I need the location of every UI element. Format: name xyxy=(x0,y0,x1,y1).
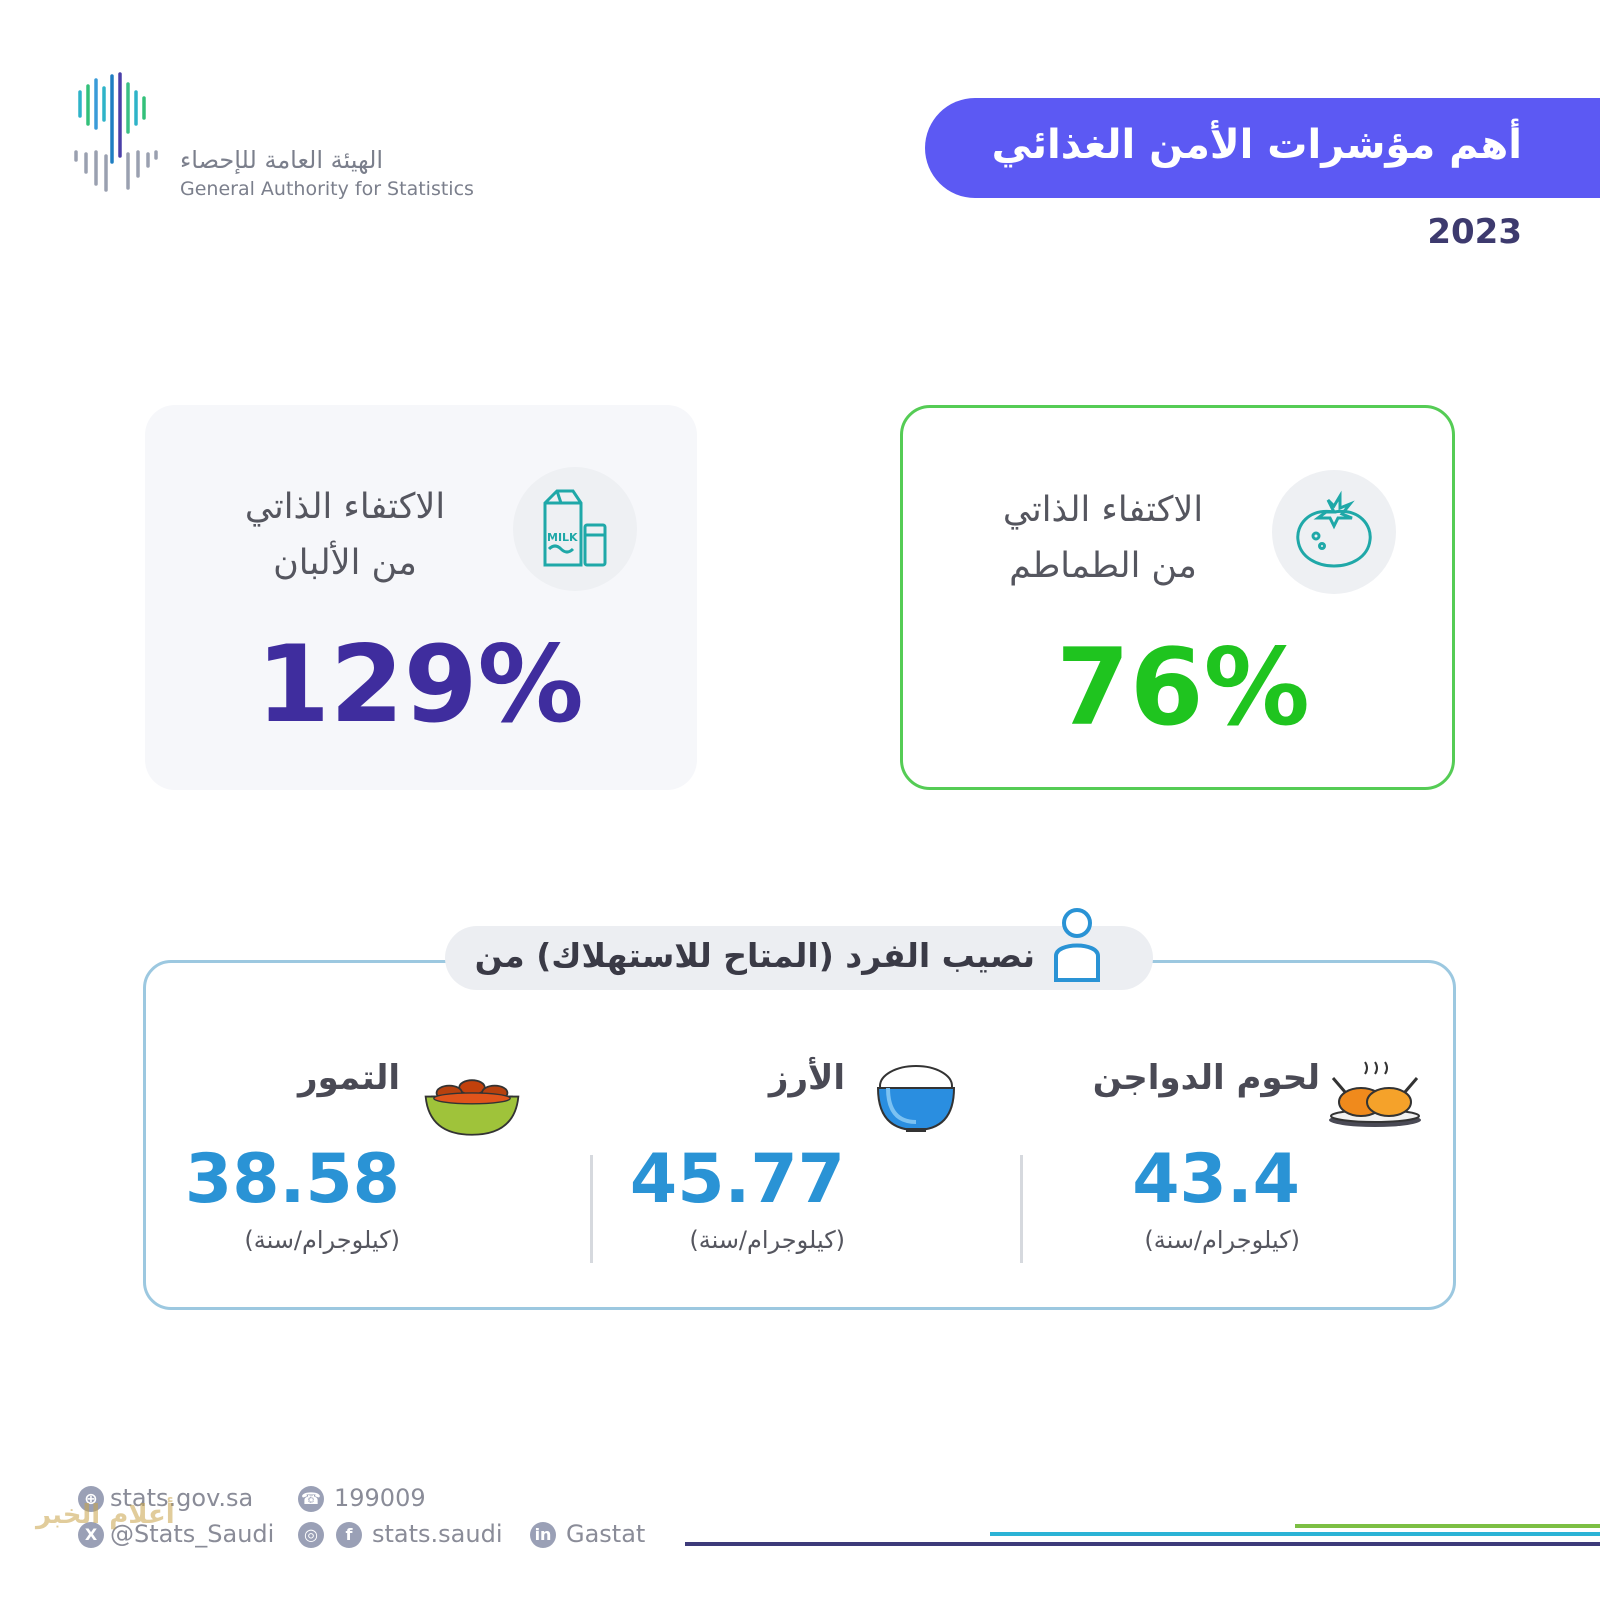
logo-arabic-text: الهيئة العامة للإحصاء xyxy=(180,146,384,174)
poultry-unit: (كيلوجرام/سنة) xyxy=(1144,1226,1300,1254)
rice-bowl-icon xyxy=(876,1065,956,1132)
x-twitter-icon: X xyxy=(78,1522,104,1548)
social-handle[interactable]: stats.saudi xyxy=(372,1520,503,1548)
dairy-label-line1: الاكتفاء الذاتي xyxy=(244,487,446,527)
website-link[interactable]: stats.gov.sa xyxy=(110,1484,254,1512)
footer-stripe-green xyxy=(1295,1524,1600,1528)
globe-icon: ⊕ xyxy=(78,1486,104,1512)
poultry-value: 43.4 xyxy=(1132,1140,1300,1219)
gastat-logo xyxy=(74,72,158,192)
dairy-label: الاكتفاء الذاتي من الألبان xyxy=(195,479,495,591)
tomato-icon xyxy=(1272,470,1396,594)
dates-bowl-icon xyxy=(424,1079,520,1136)
year-label: 2023 xyxy=(1427,212,1522,252)
linkedin-handle[interactable]: Gastat xyxy=(566,1520,646,1548)
tomato-value: 76% xyxy=(1056,626,1310,749)
page-title: أهم مؤشرات الأمن الغذائي xyxy=(991,122,1522,168)
tomato-self-sufficiency-card: الاكتفاء الذاتي من الطماطم 76% xyxy=(900,405,1455,790)
facebook-icon: f xyxy=(336,1522,362,1548)
instagram-icon: ◎ xyxy=(298,1522,324,1548)
dates-unit: (كيلوجرام/سنة) xyxy=(244,1226,400,1254)
dairy-self-sufficiency-card: MILK الاكتفاء الذاتي من الألبان 129% xyxy=(145,405,697,790)
divider xyxy=(1020,1155,1023,1263)
dairy-value: 129% xyxy=(256,623,584,746)
title-banner xyxy=(925,98,1600,198)
dates-value: 38.58 xyxy=(184,1140,400,1219)
poultry-label: لحوم الدواجن xyxy=(1092,1058,1320,1098)
tomato-label: الاكتفاء الذاتي من الطماطم xyxy=(953,482,1253,594)
footer-stripe-cyan xyxy=(990,1532,1600,1536)
watermark: أعلام الخبر xyxy=(36,1500,175,1530)
rice-value: 45.77 xyxy=(629,1140,845,1219)
rice-label: الأرز xyxy=(768,1058,845,1098)
per-capita-consumption-box xyxy=(143,960,1456,1310)
consumption-title-pill xyxy=(445,926,1153,990)
phone-number[interactable]: 199009 xyxy=(334,1484,426,1512)
svg-text:MILK: MILK xyxy=(547,531,578,544)
person-icon xyxy=(1054,908,1100,982)
dates-label: التمور xyxy=(298,1058,400,1098)
milk-icon: MILK xyxy=(513,467,637,591)
rice-unit: (كيلوجرام/سنة) xyxy=(689,1226,845,1254)
consumption-title: نصيب الفرد (المتاح للاستهلاك) من xyxy=(474,936,1035,975)
tomato-label-line2: من الطماطم xyxy=(1009,546,1197,586)
footer-stripe-navy xyxy=(685,1542,1600,1546)
tomato-label-line1: الاكتفاء الذاتي xyxy=(1002,490,1204,530)
phone-icon: ☎ xyxy=(298,1486,324,1512)
linkedin-icon: in xyxy=(530,1522,556,1548)
logo-english-text: General Authority for Statistics xyxy=(180,178,474,200)
twitter-handle[interactable]: @Stats_Saudi xyxy=(110,1520,275,1548)
roast-chicken-icon xyxy=(1329,1061,1421,1127)
dairy-label-line2: من الألبان xyxy=(273,543,417,583)
divider xyxy=(590,1155,593,1263)
